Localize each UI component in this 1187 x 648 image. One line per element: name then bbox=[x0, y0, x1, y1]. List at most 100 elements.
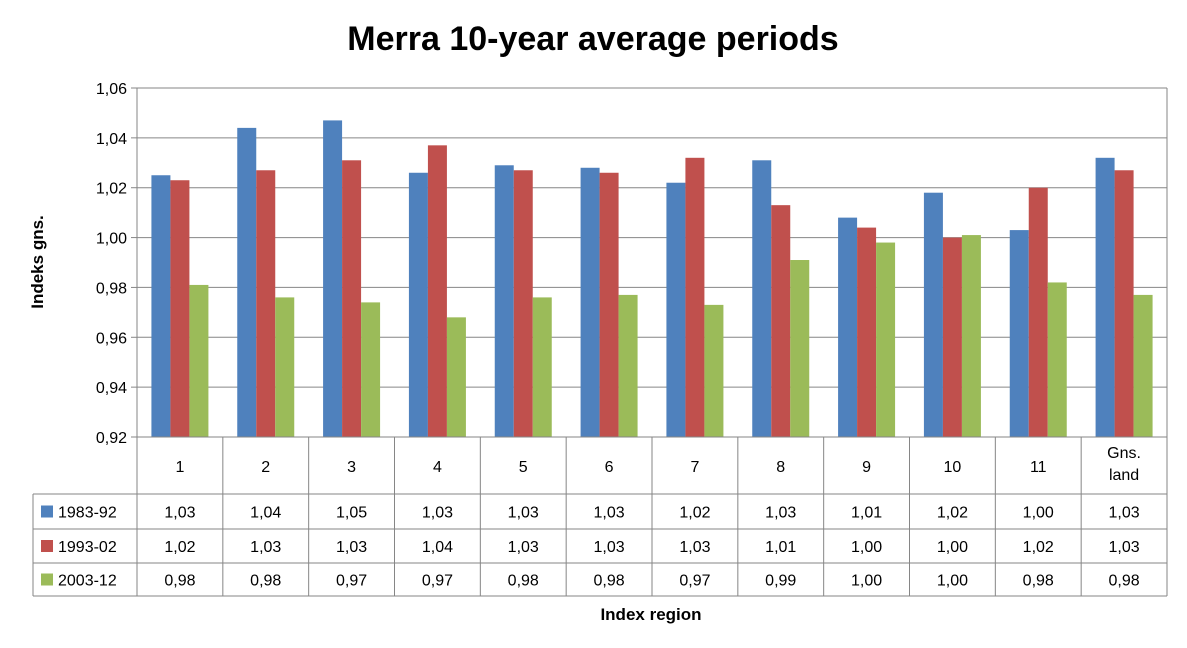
table-cell: 1,02 bbox=[679, 505, 710, 522]
table-cell: 1,03 bbox=[765, 505, 796, 522]
table-cell: 1,01 bbox=[765, 539, 796, 556]
bar-1983-92-7 bbox=[666, 182, 686, 437]
legend-swatch-2003-12 bbox=[41, 573, 53, 586]
x-tick-label: 9 bbox=[862, 459, 871, 476]
bar-1993-02-9 bbox=[857, 227, 877, 437]
y-tick-label: 0,94 bbox=[96, 380, 127, 397]
table-cell: 1,03 bbox=[422, 505, 453, 522]
table-cell: 1,03 bbox=[164, 505, 195, 522]
table-cell: 0,97 bbox=[336, 573, 367, 590]
table-cell: 1,03 bbox=[508, 539, 539, 556]
y-tick-label: 1,04 bbox=[96, 131, 127, 148]
bar-1983-92-3 bbox=[323, 120, 343, 438]
bar-2003-12-3 bbox=[361, 302, 381, 437]
table-cell: 1,04 bbox=[250, 505, 281, 522]
legend-swatch-1993-02 bbox=[41, 540, 53, 552]
y-tick-label: 1,02 bbox=[96, 181, 127, 198]
bar-1993-02-11 bbox=[1028, 187, 1048, 437]
bar-1983-92-9 bbox=[838, 217, 858, 437]
table-cell: 0,98 bbox=[1109, 573, 1140, 590]
table-cell: 1,03 bbox=[679, 539, 710, 556]
bar-2003-12-6 bbox=[618, 294, 638, 437]
table-cell: 1,03 bbox=[594, 505, 625, 522]
x-tick-label: 3 bbox=[347, 459, 356, 476]
table-cell: 1,05 bbox=[336, 505, 367, 522]
y-tick-label: 0,92 bbox=[96, 430, 127, 447]
data-table: 1 2 3 4 5 6 7 8 9 10 11 Gns. land 1983-92 1,03 1,04 1,05… bbox=[32, 436, 1168, 597]
table-cell: 1,03 bbox=[594, 539, 625, 556]
y-tick-label: 0,96 bbox=[96, 330, 127, 347]
bar-1993-02-7 bbox=[685, 157, 705, 438]
table-cell: 1,03 bbox=[508, 505, 539, 522]
bar-1993-02-4 bbox=[427, 145, 447, 438]
bar-2003-12-9 bbox=[876, 242, 896, 437]
x-tick-label: 6 bbox=[605, 459, 614, 476]
bar-1983-92-8 bbox=[752, 160, 772, 438]
y-tick-label: 1,00 bbox=[96, 231, 127, 248]
table-cell: 0,99 bbox=[765, 573, 796, 590]
table-cell: 1,00 bbox=[937, 539, 968, 556]
bar-2003-12-Gns. land bbox=[1133, 294, 1153, 437]
table-cell: 1,00 bbox=[851, 539, 882, 556]
bar-2003-12-4 bbox=[446, 317, 466, 437]
x-axis-label: Index region bbox=[600, 605, 701, 624]
x-tick-label: 8 bbox=[776, 459, 785, 476]
bar-1993-02-1 bbox=[170, 180, 190, 437]
bar-2003-12-2 bbox=[275, 297, 295, 437]
bar-2003-12-1 bbox=[189, 284, 209, 437]
bar-1993-02-10 bbox=[942, 237, 962, 437]
bar-2003-12-7 bbox=[704, 304, 724, 437]
bar-1993-02-5 bbox=[513, 170, 533, 437]
table-cell: 0,98 bbox=[164, 573, 195, 590]
legend-label: 2003-12 bbox=[58, 573, 117, 590]
table-cell: 1,00 bbox=[937, 573, 968, 590]
bar-1983-92-1 bbox=[151, 175, 171, 437]
x-tick-label: 10 bbox=[944, 459, 962, 476]
bar-2003-12-8 bbox=[790, 260, 810, 437]
table-cell: 0,98 bbox=[508, 573, 539, 590]
table-cell: 1,03 bbox=[250, 539, 281, 556]
table-cell: 0,98 bbox=[1023, 573, 1054, 590]
bar-1983-92-11 bbox=[1009, 230, 1029, 437]
table-cell: 1,00 bbox=[1023, 505, 1054, 522]
gridlines bbox=[137, 87, 1167, 438]
bar-2003-12-5 bbox=[532, 297, 552, 437]
x-tick-label: Gns. land bbox=[1107, 445, 1141, 484]
x-tick-label: 4 bbox=[433, 459, 442, 476]
table-cell: 0,98 bbox=[250, 573, 281, 590]
x-tick-label: 11 bbox=[1030, 459, 1047, 476]
y-tick-label: 1,06 bbox=[96, 81, 127, 98]
table-cell: 1,02 bbox=[164, 539, 195, 556]
bars bbox=[151, 120, 1153, 438]
table-cell: 1,03 bbox=[1109, 505, 1140, 522]
y-tick-label: 0,98 bbox=[96, 280, 127, 297]
x-tick-label: 7 bbox=[690, 459, 699, 476]
table-cell: 1,02 bbox=[937, 505, 968, 522]
chart-title: Merra 10-year average periods bbox=[347, 20, 838, 58]
table-cell: 1,04 bbox=[422, 539, 453, 556]
bar-1993-02-6 bbox=[599, 172, 619, 437]
bar-2003-12-10 bbox=[961, 235, 981, 437]
x-tick-label: 1 bbox=[175, 459, 184, 476]
bar-1993-02-2 bbox=[256, 170, 276, 437]
bar-1993-02-3 bbox=[342, 160, 362, 438]
bar-1983-92-4 bbox=[408, 172, 428, 437]
x-tick-label: 5 bbox=[519, 459, 528, 476]
legend-swatch-1983-92 bbox=[41, 505, 53, 518]
table-cell: 0,98 bbox=[594, 573, 625, 590]
bar-1983-92-Gns. land bbox=[1095, 157, 1115, 438]
bar-1993-02-8 bbox=[771, 205, 791, 437]
bar-1983-92-10 bbox=[923, 192, 943, 437]
table-cell: 1,00 bbox=[851, 573, 882, 590]
bar-1983-92-6 bbox=[580, 167, 600, 437]
legend-label: 1983-92 bbox=[58, 505, 117, 522]
y-axis-label: Indeks gns. bbox=[28, 215, 47, 309]
x-tick-label: 2 bbox=[261, 459, 270, 476]
bar-1983-92-2 bbox=[237, 127, 257, 437]
table-cell: 1,01 bbox=[851, 505, 882, 522]
y-axis: 0,92 0,94 0,96 0,98 1,00 1,02 1,04 1,06 bbox=[96, 81, 1168, 447]
bar-2003-12-11 bbox=[1047, 282, 1067, 437]
table-cell: 0,97 bbox=[679, 573, 710, 590]
table-cell: 1,02 bbox=[1023, 539, 1054, 556]
